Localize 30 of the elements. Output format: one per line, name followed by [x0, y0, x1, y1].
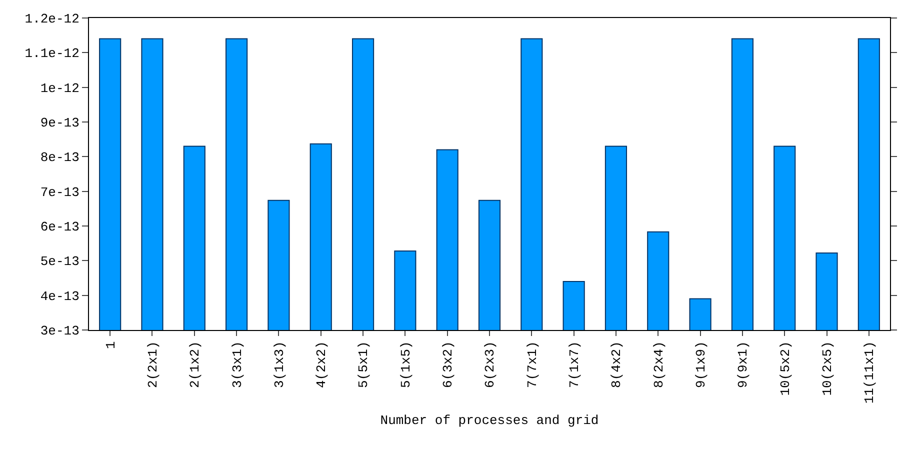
y-tick-label: 1.2e-12: [24, 12, 80, 27]
y-tick-label: 6e-13: [40, 220, 80, 235]
y-tick-label: 3e-13: [40, 324, 80, 339]
x-tick-label: 3(1x3): [272, 341, 287, 388]
y-tick-label: 4e-13: [40, 288, 80, 304]
x-tick-label: 10(5x2): [778, 341, 793, 396]
x-tick-label: 2(1x2): [188, 341, 203, 388]
x-tick-label: 1: [103, 341, 118, 350]
x-axis-title: Number of processes and grid: [380, 413, 599, 428]
x-tick-label: 4(2x2): [314, 341, 330, 388]
y-tick-label: 1e-12: [40, 80, 80, 96]
y-tick-label: 7e-13: [40, 184, 80, 200]
x-tick-label: 9(9x1): [736, 341, 751, 388]
x-tick-label: 7(7x1): [524, 341, 540, 388]
y-tick-label: 9e-13: [40, 116, 80, 131]
x-tick-label: 11(11x1): [862, 341, 878, 404]
x-tick-label: 2(2x1): [145, 341, 160, 388]
x-tick-label: 6(3x2): [440, 341, 456, 388]
y-tick-label: 1.1e-12: [24, 46, 80, 62]
x-tick-label: 6(2x3): [482, 341, 498, 388]
x-tick-label: 3(3x1): [230, 341, 245, 388]
x-tick-label: 5(1x5): [398, 341, 414, 388]
x-tick-label: 10(2x5): [820, 341, 835, 396]
y-tick-label: 5e-13: [40, 254, 80, 270]
x-tick-label: 8(2x4): [651, 341, 666, 388]
x-tick-label: 9(1x9): [694, 341, 709, 388]
x-tick-label: 8(4x2): [609, 341, 624, 388]
x-tick-label: 7(1x7): [567, 341, 582, 388]
y-tick-label: 8e-13: [40, 150, 80, 166]
x-tick-label: 5(5x1): [356, 341, 372, 388]
